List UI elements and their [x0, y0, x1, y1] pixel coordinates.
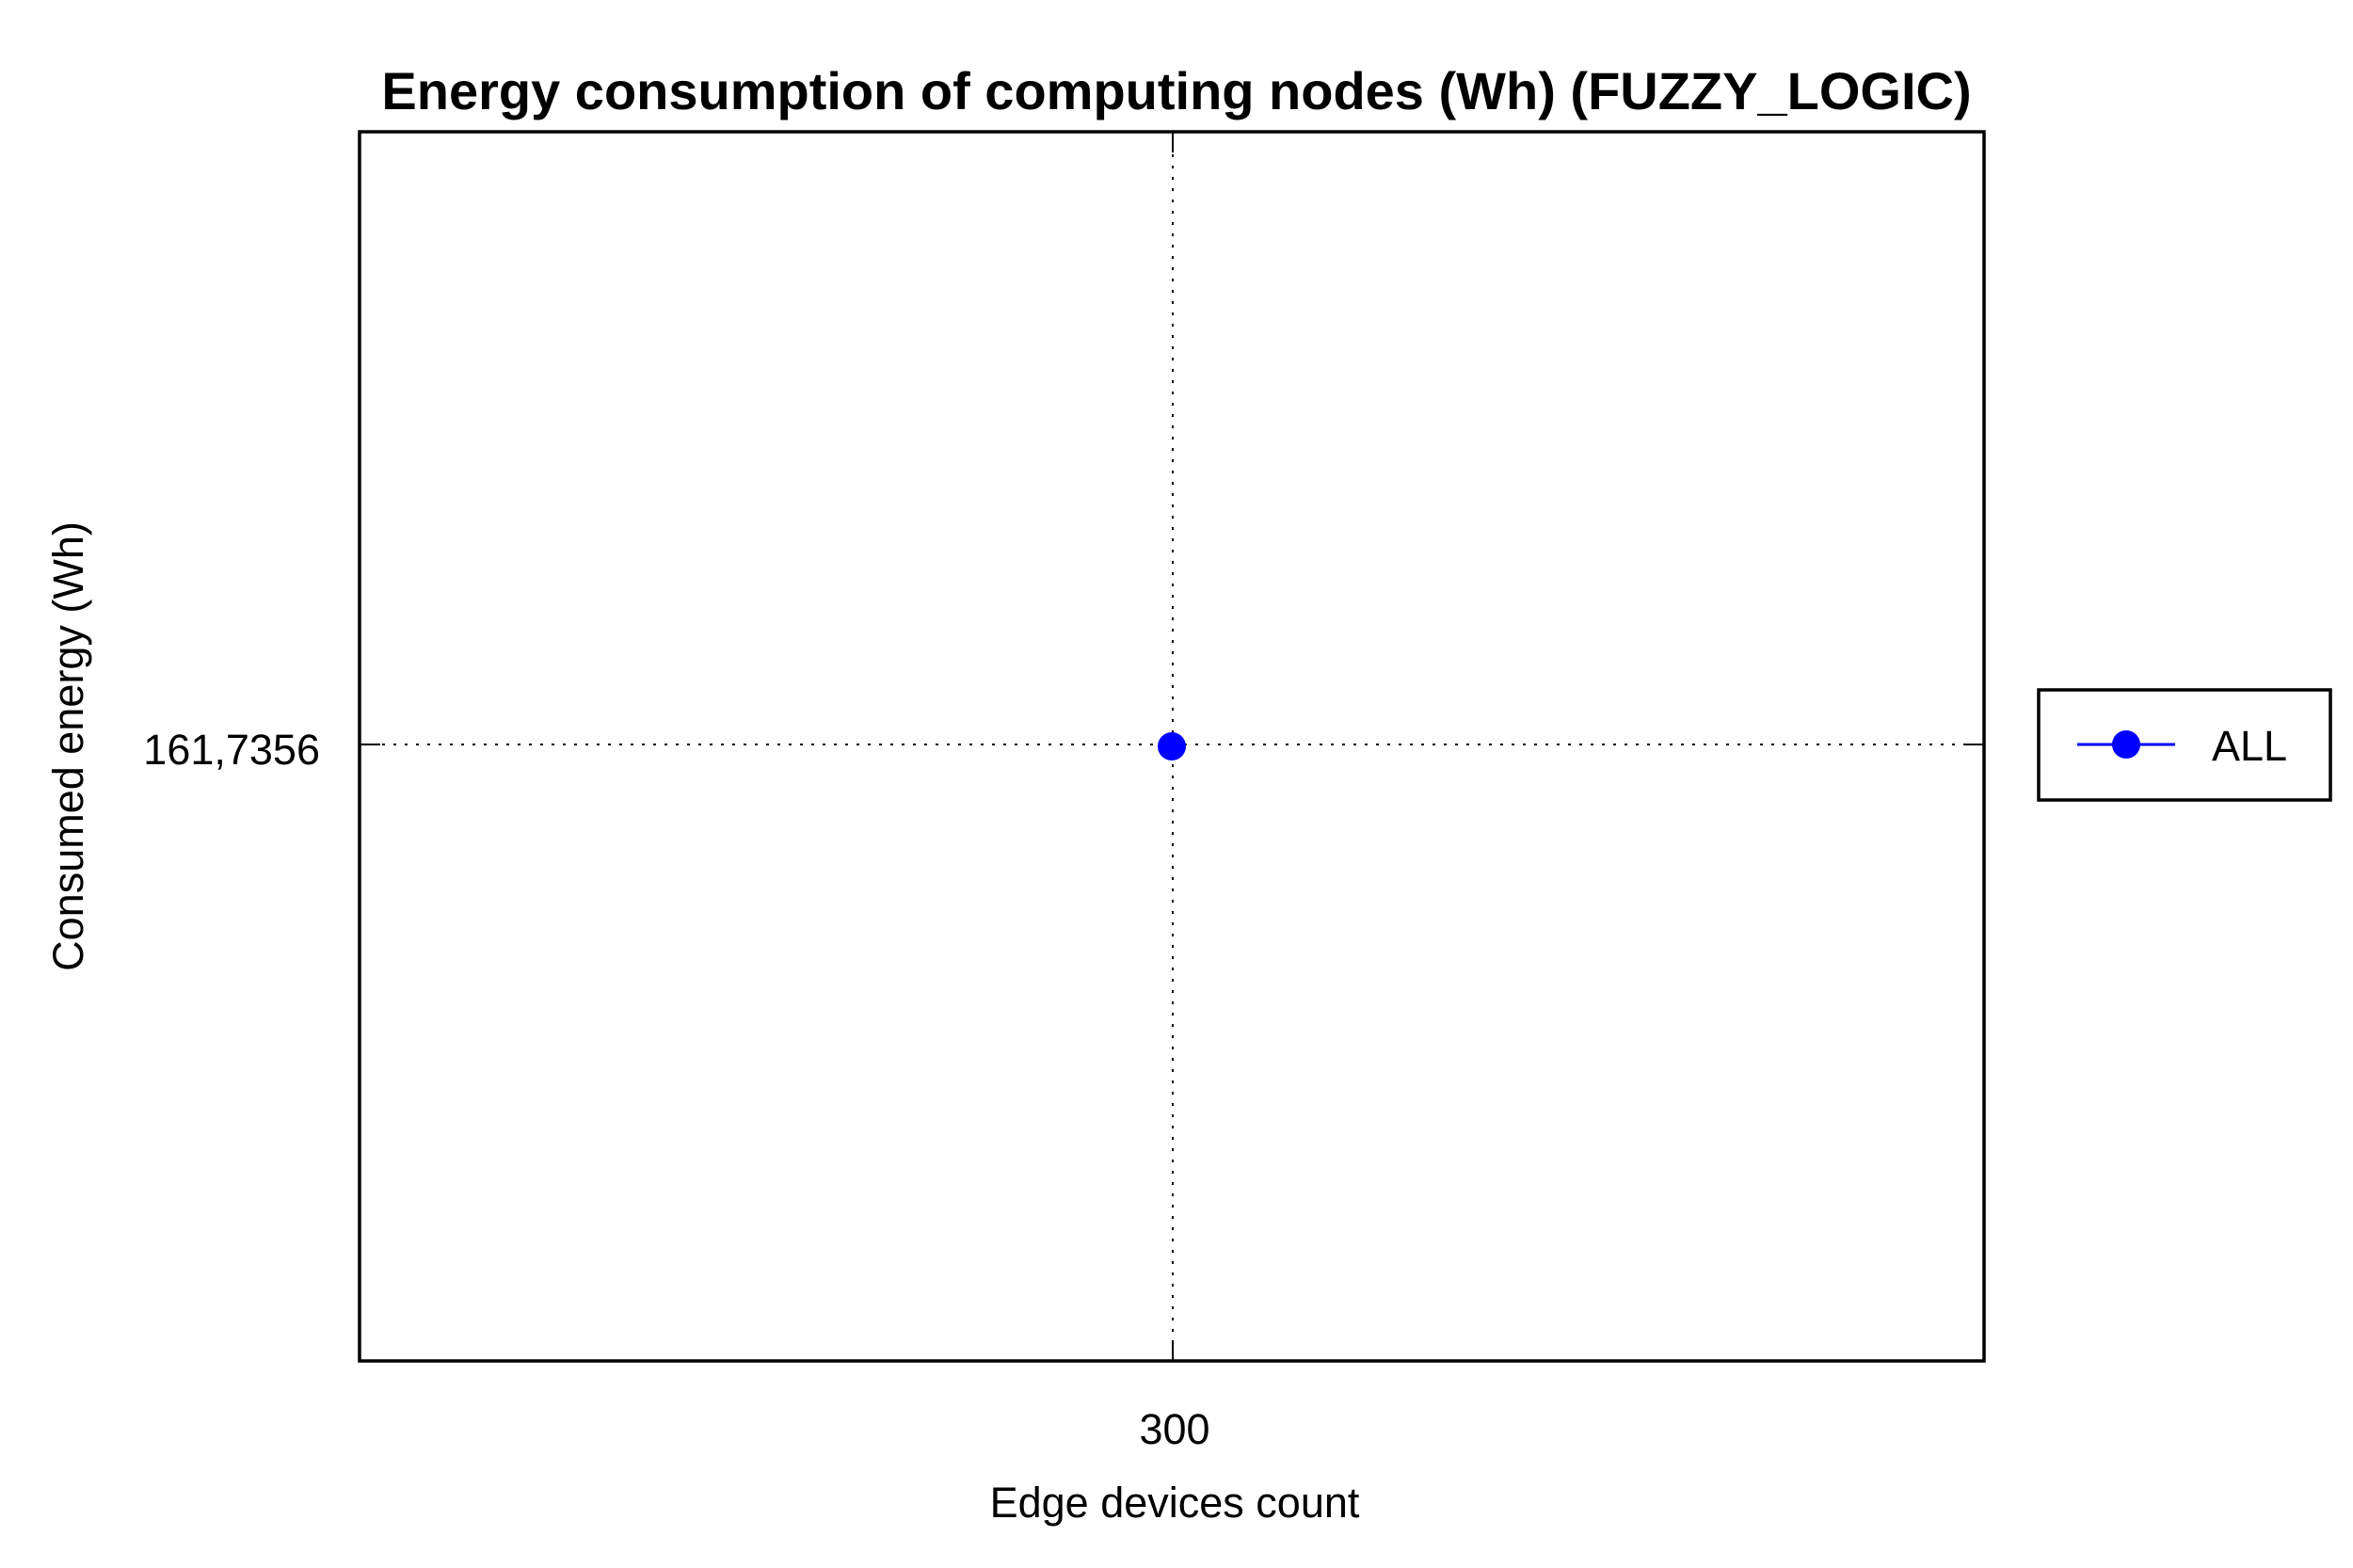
x-axis-label: Edge devices count [990, 1479, 1360, 1527]
x-tick-label: 300 [1139, 1405, 1209, 1453]
y-axis-label: Consumed energy (Wh) [44, 521, 92, 971]
legend-series-marker [2112, 730, 2140, 759]
data-point [1158, 732, 1186, 760]
series-layer [1158, 732, 1186, 760]
legend: ALL [2037, 688, 2332, 802]
y-tick-label: 161,7356 [143, 726, 320, 774]
chart-title: Energy consumption of computing nodes (W… [381, 61, 1971, 120]
legend-series-label: ALL [2212, 722, 2287, 770]
